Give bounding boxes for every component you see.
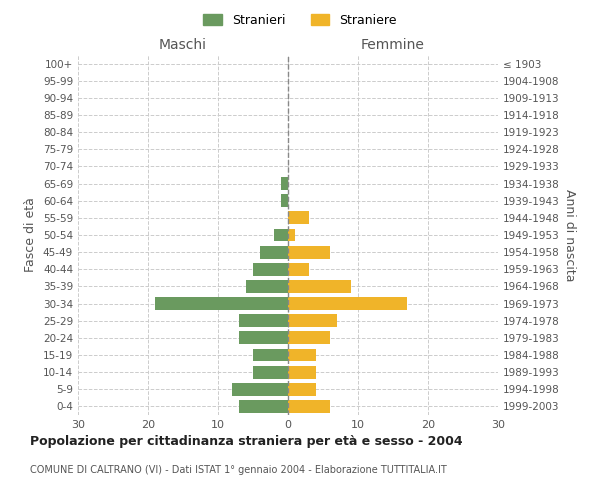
Bar: [288, 348, 316, 362]
Bar: [253, 263, 288, 276]
Bar: [232, 383, 288, 396]
Text: Femmine: Femmine: [361, 38, 425, 52]
Bar: [155, 297, 288, 310]
Y-axis label: Fasce di età: Fasce di età: [25, 198, 37, 272]
Bar: [288, 297, 407, 310]
Bar: [260, 246, 288, 258]
Bar: [239, 332, 288, 344]
Bar: [288, 366, 316, 378]
Bar: [281, 194, 288, 207]
Bar: [253, 366, 288, 378]
Bar: [274, 228, 288, 241]
Text: COMUNE DI CALTRANO (VI) - Dati ISTAT 1° gennaio 2004 - Elaborazione TUTTITALIA.I: COMUNE DI CALTRANO (VI) - Dati ISTAT 1° …: [30, 465, 447, 475]
Bar: [253, 348, 288, 362]
Legend: Stranieri, Straniere: Stranieri, Straniere: [198, 8, 402, 32]
Bar: [288, 212, 309, 224]
Bar: [288, 314, 337, 327]
Bar: [288, 400, 330, 413]
Bar: [288, 228, 295, 241]
Y-axis label: Anni di nascita: Anni di nascita: [563, 188, 576, 281]
Bar: [281, 177, 288, 190]
Bar: [239, 314, 288, 327]
Bar: [288, 246, 330, 258]
Bar: [239, 400, 288, 413]
Text: Maschi: Maschi: [159, 38, 207, 52]
Bar: [288, 280, 351, 293]
Bar: [246, 280, 288, 293]
Bar: [288, 383, 316, 396]
Text: Popolazione per cittadinanza straniera per età e sesso - 2004: Popolazione per cittadinanza straniera p…: [30, 435, 463, 448]
Bar: [288, 332, 330, 344]
Bar: [288, 263, 309, 276]
